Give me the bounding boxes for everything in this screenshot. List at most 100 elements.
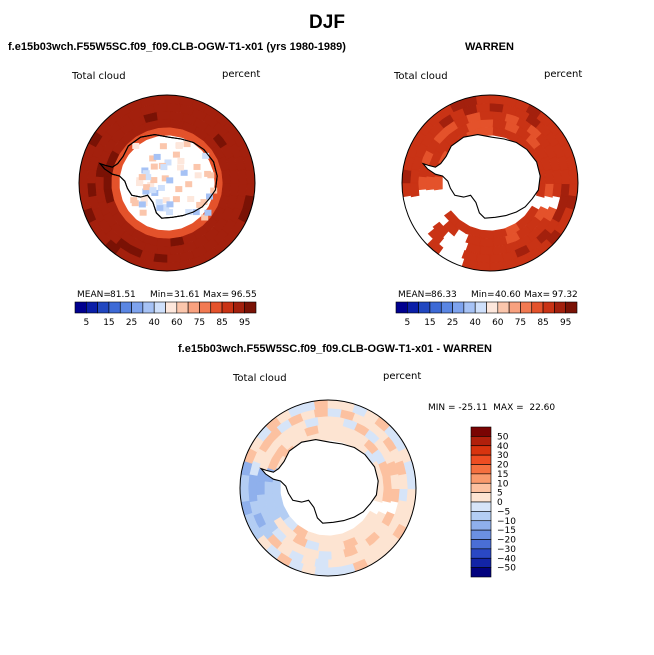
colorbar-swatch	[74, 301, 87, 314]
colorbar-swatch	[418, 301, 431, 314]
field-cell	[185, 181, 193, 188]
field-cell	[313, 400, 330, 410]
field-cell	[326, 558, 343, 569]
colorbar-swatch	[452, 301, 465, 314]
colorbar-tick-label: 5	[497, 489, 503, 499]
colorbar-tick-label: 15	[497, 470, 508, 480]
colorbar-tick-label: 20	[497, 461, 509, 471]
field-cell	[417, 175, 427, 191]
field-cell	[177, 164, 185, 171]
colorbar-tick-label: 25	[126, 318, 137, 328]
panel3-field	[240, 400, 416, 576]
field-cell	[165, 261, 182, 271]
colorbar-swatch	[474, 301, 487, 314]
field-cell	[398, 473, 409, 490]
colorbar-tick-label: 75	[515, 318, 526, 328]
field-cell	[164, 159, 172, 166]
colorbar-swatch	[429, 301, 442, 314]
colorbar-tick-label: −30	[497, 545, 516, 555]
field-cell	[180, 169, 188, 176]
field-cell	[560, 168, 571, 185]
colorbar-tick-label: 85	[216, 318, 227, 328]
colorbar-tick-label: 40	[469, 318, 481, 328]
colorbar-swatch	[470, 454, 492, 465]
panel1-units-label: percent	[222, 69, 261, 80]
field-cell	[172, 196, 180, 203]
colorbar-tick-label: −15	[497, 526, 516, 536]
field-cell	[156, 126, 172, 137]
colorbar-tick-label: 5	[404, 318, 410, 328]
colorbar-swatch	[542, 301, 555, 314]
field-cell	[204, 170, 212, 177]
field-cell	[157, 184, 165, 191]
colorbar-swatch	[470, 473, 492, 484]
field-cell	[552, 169, 563, 185]
panel1-min-value: 31.61	[174, 290, 200, 300]
field-cell	[150, 177, 158, 184]
map-boundary	[239, 399, 417, 577]
field-cell	[140, 195, 148, 202]
field-cell	[210, 187, 218, 194]
field-cell	[136, 180, 144, 187]
field-cell	[131, 200, 139, 207]
panel2-units-label: percent	[544, 69, 583, 80]
colorbar-swatch	[440, 301, 453, 314]
field-cell	[194, 172, 202, 179]
colorbar-swatch	[221, 301, 234, 314]
field-cell	[86, 181, 97, 198]
field-cell	[406, 473, 416, 490]
field-cell	[192, 209, 200, 216]
panel1-mean-value: 81.51	[110, 290, 136, 300]
colorbar-tick-label: 30	[497, 451, 509, 461]
panel2-max-value: 97.32	[552, 290, 578, 300]
colorbar-tick-label: 25	[447, 318, 458, 328]
field-cell	[155, 237, 171, 248]
field-cell	[478, 237, 494, 248]
colorbar-tick-label: 15	[103, 318, 114, 328]
field-cell	[247, 486, 258, 503]
map-boundary	[401, 94, 579, 272]
panel3-field-label: Total cloud	[233, 373, 287, 384]
colorbar-swatch	[470, 520, 492, 531]
field-cell	[185, 209, 193, 216]
field-cell	[142, 170, 150, 177]
antarctica-coastline	[259, 439, 379, 524]
field-cell	[172, 151, 180, 158]
colorbar-swatch	[508, 301, 521, 314]
colorbar-tick-label: 10	[497, 479, 509, 489]
panel3-units-label: percent	[383, 371, 422, 382]
colorbar-swatch	[470, 548, 492, 559]
panel1-field	[79, 95, 255, 271]
colorbar-tick-label: −20	[497, 536, 516, 546]
colorbar-swatch	[470, 482, 492, 493]
field-cell	[316, 534, 332, 545]
field-cell	[316, 550, 332, 561]
colorbar-swatch	[119, 301, 132, 314]
colorbar-swatch	[554, 301, 566, 314]
field-cell	[155, 245, 171, 256]
colorbar-tick-label: 50	[497, 432, 509, 442]
field-cell	[245, 168, 255, 185]
colorbar-swatch	[233, 301, 245, 314]
colorbar-swatch	[470, 501, 492, 512]
colorbar-swatch	[108, 301, 121, 314]
colorbar-swatch	[497, 301, 510, 314]
field-cell	[155, 229, 171, 240]
colorbar-tick-label: 60	[492, 318, 504, 328]
field-cell	[153, 153, 161, 160]
colorbar-tick-label: 85	[537, 318, 548, 328]
field-cell	[177, 157, 185, 164]
colorbar-swatch	[86, 301, 98, 314]
colorbar-tick-label: 5	[83, 318, 89, 328]
field-cell	[161, 175, 169, 182]
field-cell	[409, 181, 420, 198]
field-cell	[156, 204, 164, 211]
field-cell	[272, 480, 281, 496]
field-cell	[165, 253, 182, 264]
field-cell	[426, 175, 435, 191]
colorbar-swatch	[565, 301, 578, 314]
field-cell	[432, 221, 449, 238]
colorbar-swatch	[470, 529, 492, 540]
panel1-max-value: 96.55	[231, 290, 257, 300]
